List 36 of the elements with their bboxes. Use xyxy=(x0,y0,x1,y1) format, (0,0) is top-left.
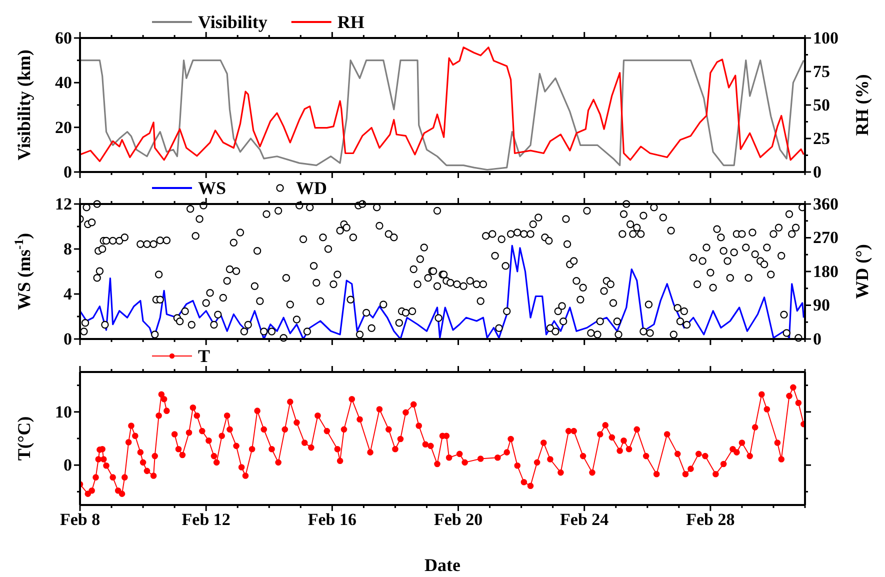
y2-tick-label: 0 xyxy=(813,162,822,182)
x-tick-label: Feb 28 xyxy=(686,510,735,530)
y2-tick-label: 180 xyxy=(813,262,838,281)
y2-tick-label: 25 xyxy=(813,128,830,148)
legend-label: RH xyxy=(337,12,364,32)
y-tick-label: 12 xyxy=(55,194,72,214)
x-tick-label: Feb 20 xyxy=(434,510,483,530)
y2-tick-label: 50 xyxy=(813,95,830,114)
legend-label: T xyxy=(198,346,210,366)
y2-axis-title: WD (°) xyxy=(852,244,872,299)
y-tick-label: 0 xyxy=(64,329,72,348)
y-tick-label: 8 xyxy=(64,239,72,258)
legend-label: WS xyxy=(198,178,226,198)
y-tick-label: 40 xyxy=(55,73,72,92)
y2-tick-label: 75 xyxy=(813,62,830,81)
x-tick-label: Feb 16 xyxy=(308,510,356,530)
x-tick-label: Feb 12 xyxy=(182,510,230,530)
y-tick-label: 10 xyxy=(55,402,72,422)
y-tick-label: 0 xyxy=(64,162,72,182)
legend-label: Visibility xyxy=(198,12,268,32)
y2-tick-label: 90 xyxy=(813,296,830,315)
x-tick-label: Feb 8 xyxy=(60,510,100,530)
y2-tick-label: 360 xyxy=(813,194,838,214)
y2-tick-label: 270 xyxy=(813,228,838,248)
y2-tick-label: 100 xyxy=(813,28,838,48)
y2-tick-label: 0 xyxy=(813,329,822,348)
legend-label: WD xyxy=(296,178,328,198)
y2-axis-title: RH (%) xyxy=(852,74,872,136)
y-tick-label: 0 xyxy=(64,456,72,475)
x-axis-title: Date xyxy=(424,555,460,575)
y-tick-label: 4 xyxy=(64,284,72,304)
x-tick-label: Feb 24 xyxy=(560,510,610,530)
y-tick-label: 20 xyxy=(55,118,72,137)
y-axis-title: Visibility (km) xyxy=(14,50,34,160)
y-tick-label: 60 xyxy=(55,28,72,48)
y-axis-title: T(°C) xyxy=(14,416,34,461)
